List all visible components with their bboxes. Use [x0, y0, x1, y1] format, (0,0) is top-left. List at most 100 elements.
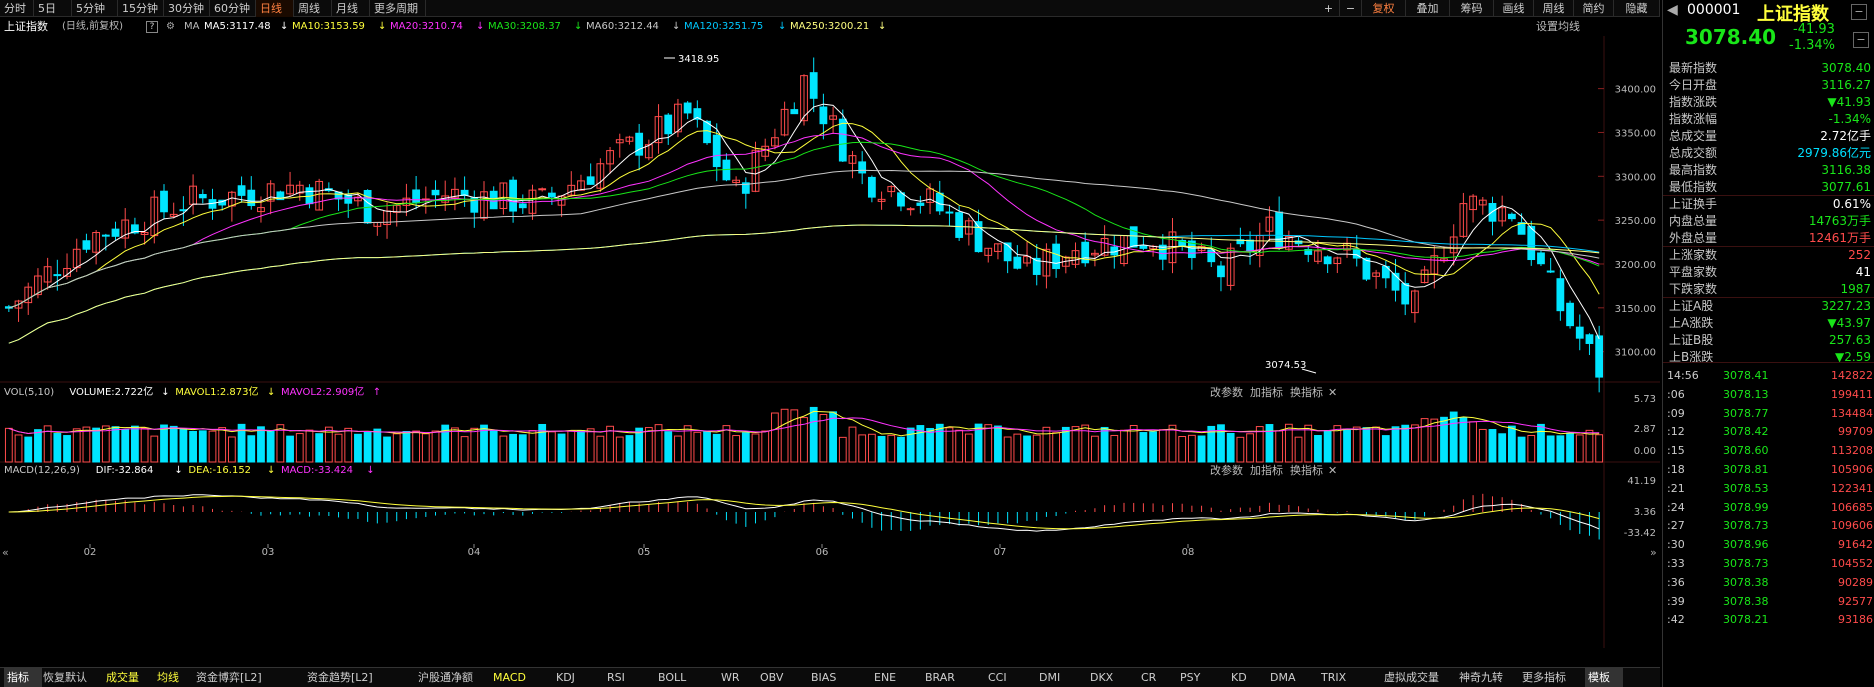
indicator-tab-22[interactable]: DMA	[1270, 671, 1296, 684]
macd-legend-5: MACD:-33.424	[281, 465, 353, 476]
volume-bar	[790, 409, 799, 463]
indicator-tab-23[interactable]: TRIX	[1321, 671, 1347, 684]
volume-bar	[1236, 436, 1245, 463]
volume-bar	[1440, 416, 1448, 463]
minimize-icon[interactable]: −	[1853, 32, 1869, 48]
indicator-tab-14[interactable]: ENE	[874, 671, 897, 684]
indicator-tab-10[interactable]: BOLL	[658, 671, 687, 684]
indicator-tab-6[interactable]: 沪股通净额	[418, 671, 473, 684]
indicator-tab-12[interactable]: OBV	[760, 671, 784, 684]
toolbar-right-4[interactable]: 筹码	[1450, 0, 1494, 17]
indicator-tab-3[interactable]: 均线	[157, 671, 179, 684]
quote-row: 上证B股 257.63	[1665, 330, 1873, 350]
indicator-tab-4[interactable]: 资金博弈[L2]	[196, 671, 262, 684]
candle	[1032, 257, 1041, 275]
period-tab-9[interactable]: 更多周期	[370, 0, 426, 17]
toolbar-right-0[interactable]: +	[1318, 0, 1340, 17]
period-tab-8[interactable]: 月线	[332, 0, 370, 17]
candle	[1217, 265, 1225, 278]
indicator-tab-7[interactable]: MACD	[493, 671, 526, 684]
candle	[606, 150, 614, 165]
quote-label: 最高指数	[1669, 163, 1718, 177]
toolbar-right-6[interactable]: 周线	[1534, 0, 1574, 17]
chart-canvas[interactable]: 3400.00 3350.00 3300.00 3250.00 3200.00 3150.…	[0, 36, 1660, 648]
help-icon[interactable]: ?	[146, 21, 158, 33]
macd-tool-3[interactable]: ✕	[1328, 464, 1338, 477]
volume-bar	[1314, 435, 1322, 463]
indicator-tab-8[interactable]: KDJ	[556, 671, 575, 684]
scroll-right-icon[interactable]: »	[1650, 546, 1657, 559]
volume-tool-2[interactable]: 换指标	[1290, 386, 1323, 399]
period-tab-5[interactable]: 60分钟	[210, 0, 256, 17]
candle	[121, 219, 130, 239]
volume-bar	[518, 434, 527, 463]
indicator-tab-19[interactable]: CR	[1141, 671, 1157, 684]
collapse-icon[interactable]: −	[1851, 4, 1867, 20]
toolbar-right-1[interactable]: −	[1340, 0, 1362, 17]
volume-tool-1[interactable]: 加指标	[1250, 386, 1283, 399]
indicator-tab-26[interactable]: 更多指标	[1522, 671, 1566, 684]
volume-bar	[528, 430, 537, 463]
toolbar-right-7[interactable]: 简约	[1574, 0, 1614, 17]
indicator-tab-0[interactable]: 指标	[4, 668, 42, 687]
period-tab-6[interactable]: 日线	[256, 0, 294, 17]
indicator-tab-1[interactable]: 恢复默认	[43, 671, 87, 684]
indicator-tab-21[interactable]: KD	[1231, 671, 1247, 684]
candle	[14, 300, 23, 309]
indicator-tab-25[interactable]: 神奇九转	[1459, 671, 1503, 684]
volume-bar	[606, 425, 614, 463]
toolbar-right-2[interactable]: 复权	[1362, 0, 1406, 17]
indicator-tab-15[interactable]: BRAR	[925, 671, 955, 684]
candle	[994, 243, 1002, 252]
indicator-tab-9[interactable]: RSI	[607, 671, 625, 684]
macd-tool-2[interactable]: 换指标	[1290, 464, 1323, 477]
period-tab-0[interactable]: 分时	[0, 0, 34, 17]
candle	[635, 132, 644, 156]
ma-settings-button[interactable]: 设置均线	[1536, 20, 1580, 33]
period-tab-4[interactable]: 30分钟	[164, 0, 210, 17]
volume-bar	[771, 412, 779, 463]
volume-bar	[1052, 432, 1061, 463]
indicator-tab-18[interactable]: DKX	[1090, 671, 1114, 684]
toolbar-right-5[interactable]: 画线	[1494, 0, 1534, 17]
period-tab-7[interactable]: 周线	[294, 0, 332, 17]
tick-row: :30 3078.96 91642	[1663, 535, 1874, 554]
month-label: 06	[816, 547, 829, 558]
quote-row: 平盘家数 41	[1665, 262, 1873, 282]
quote-row: 最低指数 3077.61	[1665, 177, 1873, 197]
period-tab-2[interactable]: 5分钟	[72, 0, 118, 17]
macd-tool-1[interactable]: 加指标	[1250, 464, 1283, 477]
quote-row: 下跌家数 1987	[1665, 279, 1873, 299]
indicator-tab-27[interactable]: 模板	[1585, 668, 1623, 687]
toolbar-right-8[interactable]: 隐藏	[1614, 0, 1660, 17]
indicator-tab-2[interactable]: 成交量	[106, 671, 139, 684]
toolbar-right-3[interactable]: 叠加	[1406, 0, 1450, 17]
volume-bar	[1488, 429, 1497, 463]
volume-bar	[315, 433, 324, 463]
volume-bar	[227, 436, 236, 463]
indicator-tab-17[interactable]: DMI	[1039, 671, 1061, 684]
period-tab-3[interactable]: 15分钟	[118, 0, 164, 17]
indicator-tab-13[interactable]: BIAS	[811, 671, 837, 684]
tick-time: :36	[1667, 575, 1685, 589]
scroll-left-icon[interactable]: «	[2, 546, 9, 559]
indicator-tab-24[interactable]: 虚拟成交量	[1384, 671, 1439, 684]
indicator-tab-16[interactable]: CCI	[988, 671, 1007, 684]
macd-tool-0[interactable]: 改参数	[1210, 464, 1243, 477]
prev-arrow-icon[interactable]: ◀	[1667, 2, 1678, 18]
period-tab-1[interactable]: 5日	[34, 0, 72, 17]
volume-tool-0[interactable]: 改参数	[1210, 386, 1243, 399]
volume-bar	[974, 423, 983, 463]
volume-axis-label: 2.87	[1634, 424, 1656, 435]
indicator-tab-5[interactable]: 资金趋势[L2]	[307, 671, 373, 684]
gear-icon[interactable]: ⚙	[166, 21, 175, 32]
volume-bar	[577, 429, 585, 463]
indicator-tab-11[interactable]: WR	[721, 671, 740, 684]
indicator-tab-20[interactable]: PSY	[1180, 671, 1201, 684]
candle	[829, 115, 837, 120]
candle	[1459, 203, 1468, 237]
price-info-bar: 上证指数 (日线,前复权)? ⚙ MA MA5:3117.48 ↓ MA10:3153.59…	[0, 18, 1600, 36]
candle	[1081, 241, 1090, 264]
volume-tool-3[interactable]: ✕	[1328, 386, 1338, 399]
